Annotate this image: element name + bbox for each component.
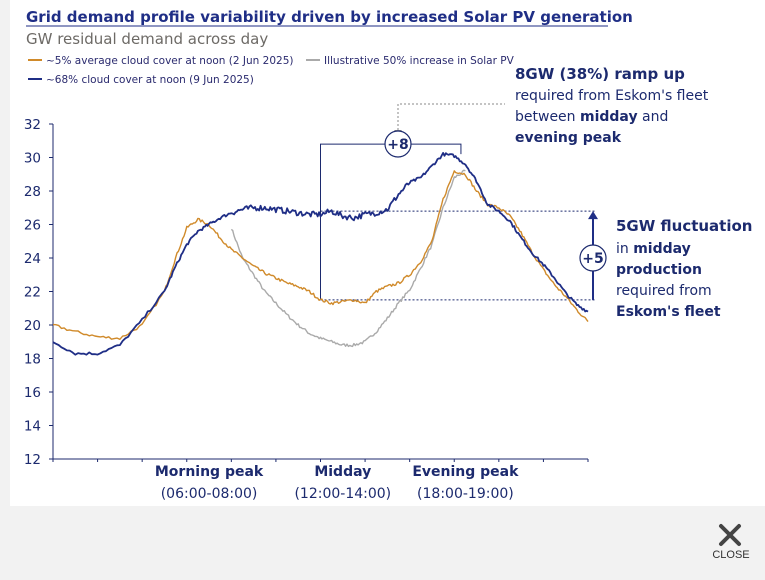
ramp-line-3-part: between <box>515 109 580 125</box>
close-button[interactable]: CLOSE <box>700 518 762 564</box>
fluct-badge-label: +5 <box>582 251 603 267</box>
legend-label: Illustrative 50% increase in Solar PV <box>324 55 515 67</box>
fluct-line-5: Eskom's fleet <box>616 304 721 320</box>
series-line <box>52 170 589 340</box>
annotations: +8 8GW (38%) ramp up required from Eskom's… <box>384 65 752 320</box>
y-tick-label: 24 <box>24 251 41 267</box>
ramp-badge-label: +8 <box>387 137 408 153</box>
x-category-label: Midday <box>314 464 371 480</box>
ramp-line-3-bold: midday <box>580 109 638 125</box>
fluct-line-3: production <box>616 262 702 278</box>
legend-label: ~68% cloud cover at noon (9 Jun 2025) <box>46 74 254 86</box>
y-tick-label: 16 <box>24 385 41 401</box>
y-tick-label: 18 <box>24 352 41 368</box>
y-tick-label: 26 <box>24 218 41 234</box>
series-line <box>52 151 589 356</box>
fluct-badge <box>579 244 607 272</box>
y-tick-label: 32 <box>24 117 41 133</box>
x-category-sublabel: (18:00-19:00) <box>417 486 514 502</box>
chart-card: Grid demand profile variability driven b… <box>10 0 765 561</box>
y-tick-label: 12 <box>24 452 41 468</box>
series-line <box>230 169 466 348</box>
chart-title: Grid demand profile variability driven b… <box>26 8 633 26</box>
fluct-line-2-part: in <box>616 241 633 257</box>
x-category-sublabel: (06:00-08:00) <box>161 486 258 502</box>
y-tick-label: 14 <box>24 419 41 435</box>
fluct-line-2-bold: midday <box>633 241 691 257</box>
ramp-bracket <box>320 143 462 300</box>
x-category-label: Morning peak <box>155 464 264 480</box>
y-tick-label: 22 <box>24 285 41 301</box>
chart-svg: Grid demand profile variability driven b… <box>24 8 753 502</box>
legend: ~5% average cloud cover at noon (2 Jun 2… <box>28 55 515 86</box>
close-icon <box>719 524 741 546</box>
series-layer <box>52 151 589 356</box>
x-category-sublabel: (12:00-14:00) <box>294 486 391 502</box>
fluct-headline: 5GW fluctuation <box>616 217 752 235</box>
legend-label: ~5% average cloud cover at noon (2 Jun 2… <box>46 55 293 67</box>
ramp-badge <box>384 130 412 158</box>
ramp-line-3-tail: and <box>638 109 669 125</box>
y-tick-label: 20 <box>24 318 41 334</box>
y-tick-label: 30 <box>24 151 41 167</box>
fluct-arrowhead <box>588 211 598 220</box>
ramp-headline: 8GW (38%) ramp up <box>515 65 685 83</box>
chart-subtitle: GW residual demand across day <box>26 30 268 48</box>
axes: 12 14 16 18 20 22 24 26 28 30 32 Morning peak (06:00… <box>24 117 589 502</box>
x-category-label: Evening peak <box>412 464 519 480</box>
ramp-line-4: evening peak <box>515 130 622 146</box>
ramp-line-2: required from Eskom's fleet <box>515 88 709 104</box>
y-tick-label: 28 <box>24 184 41 200</box>
fluct-line-4: required from <box>616 283 712 299</box>
close-label: CLOSE <box>712 549 750 561</box>
fluct-line-2: in midday <box>616 241 691 257</box>
ramp-leader-line <box>397 103 505 134</box>
ramp-line-3: between midday and <box>515 109 668 125</box>
